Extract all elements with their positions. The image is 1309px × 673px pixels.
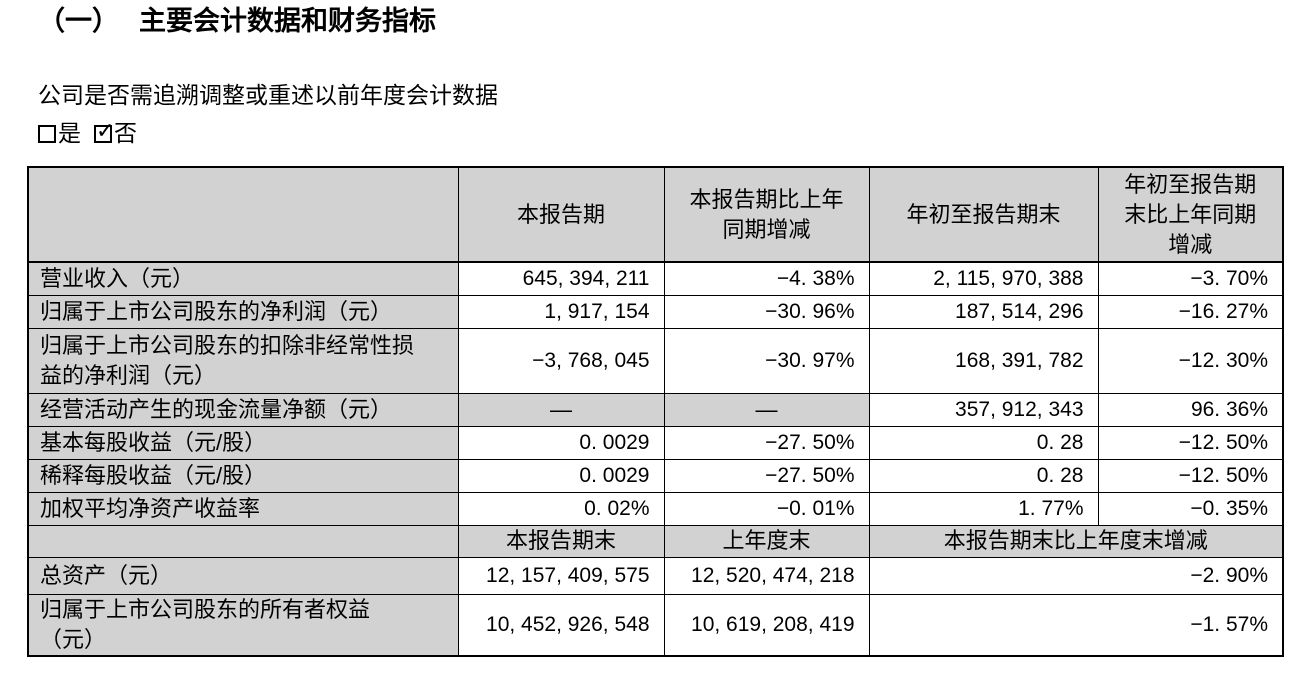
financial-indicators-table: 本报告期 本报告期比上年 同期增减 年初至报告期末 年初至报告期 末比上年同期 … xyxy=(27,166,1284,657)
cell-ytd-change: 96. 36% xyxy=(1097,392,1284,427)
cell-current-period: — xyxy=(457,392,665,427)
table-row-basic-eps: 基本每股收益（元/股） 0. 0029 −27. 50% 0. 28 −12. … xyxy=(27,425,1284,460)
cell-ytd: 187, 514, 296 xyxy=(868,294,1099,329)
cell-current-period: −3, 768, 045 xyxy=(457,327,665,394)
check-icon: ✓ xyxy=(96,117,115,143)
cell-current-period: 1, 917, 154 xyxy=(457,294,665,329)
cell-yoy-change: −27. 50% xyxy=(663,425,870,460)
cell-change: −2. 90% xyxy=(868,556,1284,595)
subheader-period-end: 本报告期末 xyxy=(457,524,665,558)
row-label: 加权平均净资产收益率 xyxy=(27,491,459,526)
cell-ytd: 0. 28 xyxy=(868,425,1099,460)
row-label: 营业收入（元） xyxy=(27,261,459,296)
no-checkbox[interactable]: ✓ xyxy=(94,119,114,143)
table-header-row: 本报告期 本报告期比上年 同期增减 年初至报告期末 年初至报告期 末比上年同期 … xyxy=(27,166,1284,263)
section-title-text: 主要会计数据和财务指标 xyxy=(139,6,436,36)
cell-ytd: 0. 28 xyxy=(868,458,1099,493)
cell-prev-year-end: 12, 520, 474, 218 xyxy=(663,556,870,595)
row-label: 总资产（元） xyxy=(27,556,459,595)
cell-ytd-change: −16. 27% xyxy=(1097,294,1284,329)
cell-change: −1. 57% xyxy=(868,593,1284,656)
cell-ytd-change: −0. 35% xyxy=(1097,491,1284,526)
row-label: 归属于上市公司股东的扣除非经常性损 益的净利润（元） xyxy=(27,327,459,394)
yes-label: 是 xyxy=(58,120,81,146)
table-row-net-profit-excl-nonrecurring: 归属于上市公司股东的扣除非经常性损 益的净利润（元） −3, 768, 045 … xyxy=(27,327,1284,394)
cell-ytd: 168, 391, 782 xyxy=(868,327,1099,394)
header-empty-cell xyxy=(27,166,459,263)
cell-yoy-change: −27. 50% xyxy=(663,458,870,493)
cell-current-period: 0. 02% xyxy=(457,491,665,526)
cell-current-period: 0. 0029 xyxy=(457,425,665,460)
table-row-operating-cash-flow: 经营活动产生的现金流量净额（元） — — 357, 912, 343 96. 3… xyxy=(27,392,1284,427)
cell-ytd-change: −3. 70% xyxy=(1097,261,1284,296)
row-label: 归属于上市公司股东的净利润（元） xyxy=(27,294,459,329)
row-label: 经营活动产生的现金流量净额（元） xyxy=(27,392,459,427)
restatement-answer-line: 是 ✓ 否 xyxy=(38,119,1309,146)
column-header-current-period-yoy: 本报告期比上年 同期增减 xyxy=(663,166,870,263)
cell-ytd-change: −12. 30% xyxy=(1097,327,1284,394)
table-row-revenue: 营业收入（元） 645, 394, 211 −4. 38% 2, 115, 97… xyxy=(27,261,1284,296)
cell-ytd: 1. 77% xyxy=(868,491,1099,526)
cell-yoy-change: −4. 38% xyxy=(663,261,870,296)
table-row-weighted-avg-roe: 加权平均净资产收益率 0. 02% −0. 01% 1. 77% −0. 35% xyxy=(27,491,1284,526)
section-number: （一） xyxy=(38,6,119,36)
table-row-total-assets: 总资产（元） 12, 157, 409, 575 12, 520, 474, 2… xyxy=(27,556,1284,595)
cell-yoy-change: −30. 97% xyxy=(663,327,870,394)
column-header-ytd: 年初至报告期末 xyxy=(868,166,1099,263)
column-header-ytd-yoy: 年初至报告期 末比上年同期 增减 xyxy=(1097,166,1284,263)
cell-current-period: 0. 0029 xyxy=(457,458,665,493)
table-subheader-row: 本报告期末 上年度末 本报告期末比上年度末增减 xyxy=(27,524,1284,558)
subheader-empty-cell xyxy=(27,524,459,558)
cell-period-end: 10, 452, 926, 548 xyxy=(457,593,665,656)
cell-ytd-change: −12. 50% xyxy=(1097,425,1284,460)
subheader-prev-year-end: 上年度末 xyxy=(663,524,870,558)
restatement-question: 公司是否需追溯调整或重述以前年度会计数据 xyxy=(38,82,498,108)
row-label: 基本每股收益（元/股） xyxy=(27,425,459,460)
cell-yoy-change: −0. 01% xyxy=(663,491,870,526)
cell-period-end: 12, 157, 409, 575 xyxy=(457,556,665,595)
cell-current-period: 645, 394, 211 xyxy=(457,261,665,296)
column-header-current-period: 本报告期 xyxy=(457,166,665,263)
page-title: （一） 主要会计数据和财务指标 xyxy=(38,8,1309,35)
cell-prev-year-end: 10, 619, 208, 419 xyxy=(663,593,870,656)
cell-ytd-change: −12. 50% xyxy=(1097,458,1284,493)
cell-ytd: 357, 912, 343 xyxy=(868,392,1099,427)
table-row-shareholders-equity: 归属于上市公司股东的所有者权益 （元） 10, 452, 926, 548 10… xyxy=(27,593,1284,656)
cell-yoy-change: — xyxy=(663,392,870,427)
yes-checkbox[interactable] xyxy=(38,124,56,143)
cell-ytd: 2, 115, 970, 388 xyxy=(868,261,1099,296)
table-row-diluted-eps: 稀释每股收益（元/股） 0. 0029 −27. 50% 0. 28 −12. … xyxy=(27,458,1284,493)
table-row-net-profit: 归属于上市公司股东的净利润（元） 1, 917, 154 −30. 96% 18… xyxy=(27,294,1284,329)
no-label: 否 xyxy=(114,120,137,146)
row-label: 稀释每股收益（元/股） xyxy=(27,458,459,493)
subheader-change: 本报告期末比上年度末增减 xyxy=(868,524,1284,558)
cell-yoy-change: −30. 96% xyxy=(663,294,870,329)
row-label: 归属于上市公司股东的所有者权益 （元） xyxy=(27,593,459,656)
